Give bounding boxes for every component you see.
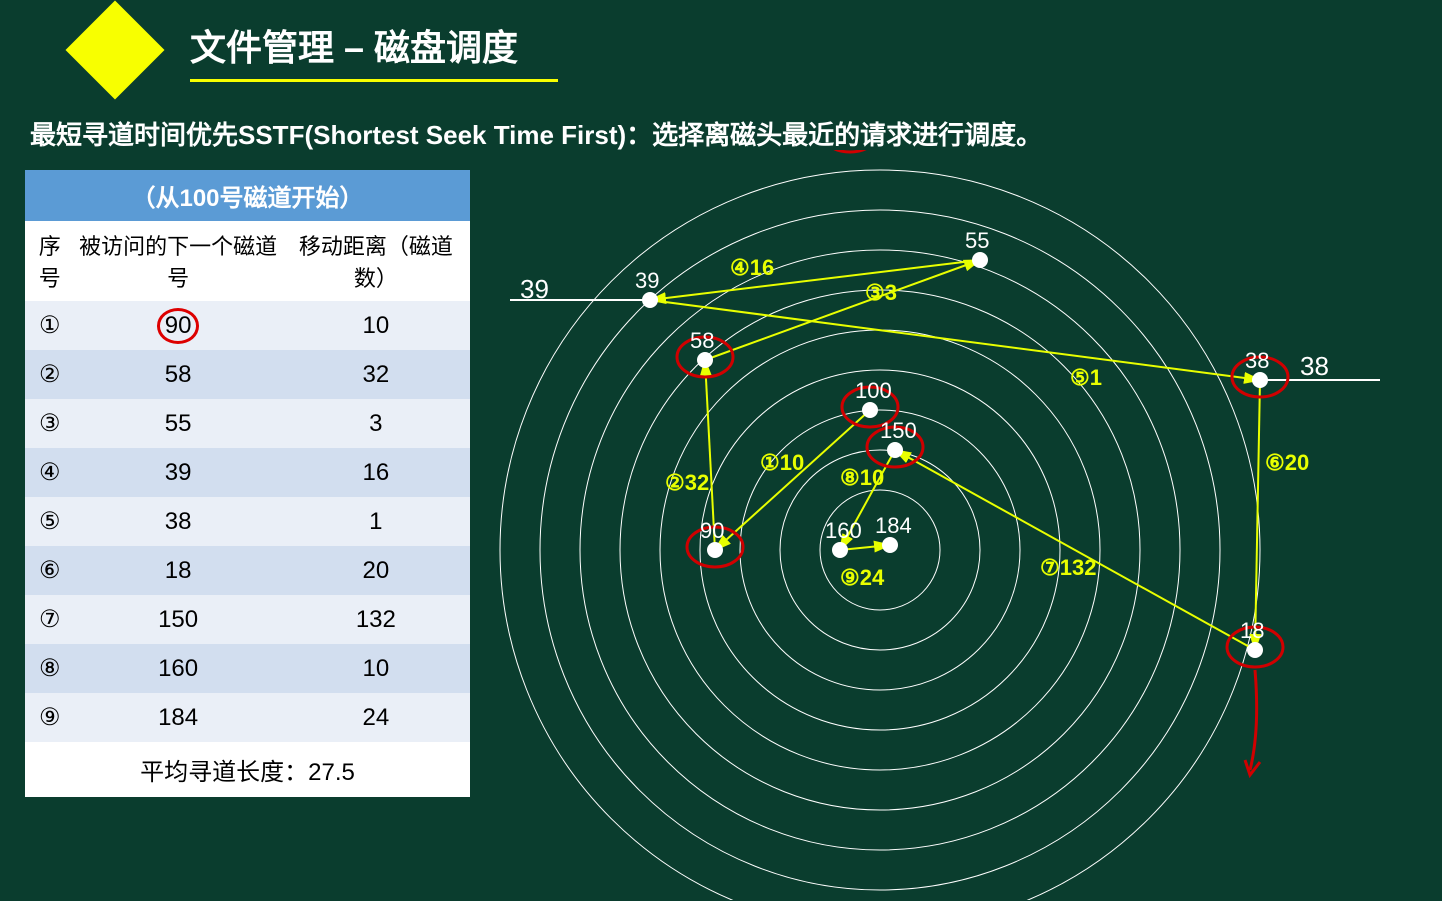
external-label: 39 <box>520 274 549 304</box>
edge-label: ④16 <box>730 255 774 280</box>
diamond-icon <box>66 1 165 100</box>
cell-track: 39 <box>74 448 281 497</box>
node-label: 38 <box>1245 348 1269 373</box>
edge-label: ⑨24 <box>840 565 885 590</box>
track-node <box>1247 642 1263 658</box>
track-node <box>972 252 988 268</box>
cell-track: 55 <box>74 399 281 448</box>
cell-dist: 1 <box>282 497 470 546</box>
cell-dist: 10 <box>282 301 470 350</box>
table-row: ⑤381 <box>25 497 470 546</box>
node-label: 184 <box>875 513 912 538</box>
annotation-circle <box>820 150 880 152</box>
cell-track: 160 <box>74 644 281 693</box>
disk-ring <box>580 250 1180 850</box>
title-bar: 文件管理 – 磁盘调度 <box>80 15 558 85</box>
table-row: ⑨18424 <box>25 693 470 742</box>
track-node <box>1252 372 1268 388</box>
table-header: （从100号磁道开始） <box>25 170 470 221</box>
cell-track: 90 <box>74 301 281 350</box>
node-label: 150 <box>880 418 917 443</box>
edge-label: ⑤1 <box>1070 365 1102 390</box>
node-label: 160 <box>825 518 862 543</box>
seek-table: （从100号磁道开始） 序号 被访问的下一个磁道号 移动距离（磁道数） ①901… <box>25 170 470 797</box>
cell-dist: 132 <box>282 595 470 644</box>
disk-ring <box>540 210 1220 890</box>
annotation-arrow <box>1250 670 1257 770</box>
cell-track: 58 <box>74 350 281 399</box>
cell-seq: ② <box>25 350 74 399</box>
edge-label: ③3 <box>865 280 897 305</box>
cell-seq: ⑤ <box>25 497 74 546</box>
cell-dist: 16 <box>282 448 470 497</box>
track-node <box>832 542 848 558</box>
cell-seq: ④ <box>25 448 74 497</box>
cell-dist: 32 <box>282 350 470 399</box>
cell-dist: 24 <box>282 693 470 742</box>
node-label: 18 <box>1240 618 1264 643</box>
node-label: 90 <box>700 518 724 543</box>
cell-dist: 3 <box>282 399 470 448</box>
cell-track: 18 <box>74 546 281 595</box>
seek-edge <box>1255 380 1260 650</box>
cell-seq: ⑨ <box>25 693 74 742</box>
table-row: ⑦150132 <box>25 595 470 644</box>
external-label: 38 <box>1300 351 1329 381</box>
disk-ring <box>620 290 1140 810</box>
edge-label: ⑥20 <box>1265 450 1309 475</box>
cell-dist: 20 <box>282 546 470 595</box>
table-row: ③553 <box>25 399 470 448</box>
disk-diagram: ①10 ②32 ③3 ④16 ⑤1 ⑥20 ⑦132 ⑧10 ⑨24 100 90 58 55 39 38 1… <box>480 150 1440 900</box>
track-node <box>642 292 658 308</box>
track-node <box>862 402 878 418</box>
cell-seq: ③ <box>25 399 74 448</box>
table-row: ①9010 <box>25 301 470 350</box>
table-row: ⑥1820 <box>25 546 470 595</box>
data-table: 序号 被访问的下一个磁道号 移动距离（磁道数） ①9010②5832③553④3… <box>25 221 470 742</box>
col-dist: 移动距离（磁道数） <box>282 221 470 301</box>
edge-label: ①10 <box>760 450 804 475</box>
seek-edge <box>650 260 980 300</box>
avg-seek: 平均寻道长度：27.5 <box>25 742 470 797</box>
cell-seq: ⑥ <box>25 546 74 595</box>
edge-label: ⑧10 <box>840 465 884 490</box>
cell-dist: 10 <box>282 644 470 693</box>
cell-track: 38 <box>74 497 281 546</box>
seek-edge <box>650 300 1260 380</box>
node-label: 39 <box>635 268 659 293</box>
track-node <box>697 352 713 368</box>
col-track: 被访问的下一个磁道号 <box>74 221 281 301</box>
cell-seq: ① <box>25 301 74 350</box>
table-row: ⑧16010 <box>25 644 470 693</box>
table-row: ②5832 <box>25 350 470 399</box>
cell-seq: ⑧ <box>25 644 74 693</box>
node-label: 100 <box>855 378 892 403</box>
track-node <box>887 442 903 458</box>
table-row: ④3916 <box>25 448 470 497</box>
node-label: 58 <box>690 328 714 353</box>
cell-track: 150 <box>74 595 281 644</box>
cell-seq: ⑦ <box>25 595 74 644</box>
cell-track: 184 <box>74 693 281 742</box>
col-seq: 序号 <box>25 221 74 301</box>
seek-edge <box>895 450 1255 650</box>
edge-label: ⑦132 <box>1040 555 1096 580</box>
page-title: 文件管理 – 磁盘调度 <box>190 19 558 82</box>
edge-label: ②32 <box>665 470 709 495</box>
track-node <box>882 537 898 553</box>
track-node <box>707 542 723 558</box>
node-label: 55 <box>965 228 989 253</box>
subtitle: 最短寻道时间优先SSTF(Shortest Seek Time First)：选… <box>30 115 1042 152</box>
